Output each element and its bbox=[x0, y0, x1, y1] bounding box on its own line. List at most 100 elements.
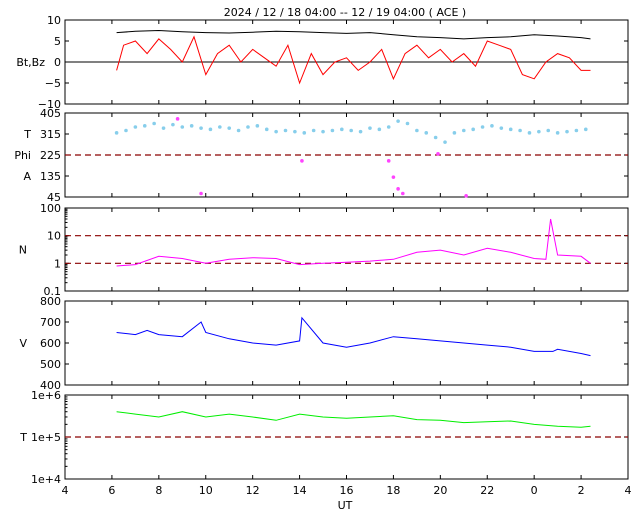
panel-2-theta-point bbox=[480, 125, 485, 129]
panel-4-y-tick-label: 400 bbox=[40, 379, 61, 392]
x-tick-label: 10 bbox=[199, 484, 213, 497]
panel-2-theta-point bbox=[471, 127, 475, 132]
panel-2-theta-point bbox=[443, 140, 447, 144]
panel-5-y-tick-label: 1e+6 bbox=[31, 389, 61, 402]
panel-2-phi-point bbox=[401, 191, 405, 196]
panel-2-theta-point bbox=[433, 135, 438, 140]
panel-4-y-tick-label: 600 bbox=[40, 337, 61, 350]
x-tick-label: 20 bbox=[433, 484, 447, 497]
panel-1-bt-line bbox=[116, 29, 591, 40]
panel-2-phi-point bbox=[396, 187, 400, 191]
panel-2-theta-point bbox=[527, 131, 532, 135]
panel-2-theta-point bbox=[415, 128, 419, 133]
panel-2-theta-point bbox=[461, 128, 466, 133]
panel-4-y-tick-label: 500 bbox=[40, 358, 61, 371]
x-tick-label: 22 bbox=[480, 484, 494, 497]
panel-2-theta-point bbox=[236, 128, 241, 133]
panel-1-y-tick-label: 0 bbox=[54, 56, 61, 69]
chart-title: 2024 / 12 / 18 04:00 -- 12 / 19 04:00 ( … bbox=[224, 6, 466, 19]
x-tick-label: 16 bbox=[340, 484, 354, 497]
panel-2-theta-point bbox=[218, 125, 222, 129]
panel-3-y-tick-label: 10 bbox=[47, 230, 61, 243]
chart-panels: −10 −5 0 5 10 Bt,Bz 45 135 225 315 405 T Phi A 0.1 1 10 1… bbox=[14, 14, 631, 497]
panel-2-theta-point bbox=[340, 127, 344, 132]
panel-2-theta-point bbox=[264, 127, 269, 132]
panel-2-y-tick-label: 405 bbox=[40, 107, 61, 120]
panel-3-y-tick-label: 0.1 bbox=[44, 285, 62, 298]
panel-2-theta-point bbox=[161, 126, 166, 130]
panel-2-theta-point bbox=[171, 122, 175, 127]
panel-2-phi-point bbox=[436, 152, 440, 156]
panel-2-theta-point bbox=[405, 121, 410, 126]
x-tick-label: 8 bbox=[155, 484, 162, 497]
panel-2-y-label: A bbox=[23, 170, 31, 183]
panel-1-y-label: Bt,Bz bbox=[16, 56, 45, 69]
panel-2-phi-point bbox=[300, 159, 304, 163]
panel-3-y-label: N bbox=[19, 244, 27, 257]
panel-2-theta-point bbox=[490, 124, 494, 128]
panel-1-y-tick-label: 5 bbox=[54, 35, 61, 48]
x-tick-label: 12 bbox=[246, 484, 260, 497]
panel-2-phi-point bbox=[199, 191, 203, 196]
x-tick-label: 18 bbox=[386, 484, 400, 497]
panel-2-theta-point bbox=[565, 129, 569, 134]
panel-2-theta-point bbox=[368, 126, 372, 130]
x-tick-label: 14 bbox=[293, 484, 307, 497]
panel-2-theta-point bbox=[396, 119, 400, 123]
x-tick-label: 4 bbox=[625, 484, 632, 497]
x-tick-label: 0 bbox=[531, 484, 538, 497]
panel-2-y-tick-label: 225 bbox=[40, 149, 61, 162]
panel-2-theta-point bbox=[330, 128, 335, 133]
panel-2-theta-point bbox=[508, 127, 513, 132]
panel-2-theta-point bbox=[424, 131, 429, 135]
panel-4-y-tick-label: 800 bbox=[40, 295, 61, 308]
panel-2-theta-point bbox=[142, 124, 147, 128]
panel-3-frame bbox=[64, 207, 629, 292]
panel-2-phi-point bbox=[175, 117, 180, 121]
x-tick-label: 4 bbox=[62, 484, 69, 497]
panel-2-theta-point bbox=[311, 128, 316, 133]
panel-2-theta-point bbox=[283, 128, 288, 133]
panel-4-frame bbox=[64, 300, 629, 386]
panel-2-theta-point bbox=[583, 127, 588, 132]
panel-2-theta-point bbox=[452, 131, 457, 135]
panel-2-theta-point bbox=[574, 128, 579, 133]
panel-2-theta-point bbox=[537, 129, 541, 134]
panel-3-y-tick-label: 100 bbox=[40, 202, 61, 215]
panel-2-theta-point bbox=[152, 121, 156, 126]
panel-2-y-tick-label: 45 bbox=[47, 191, 61, 204]
panel-4-y-label: V bbox=[19, 337, 27, 350]
panel-2-theta-point bbox=[386, 125, 391, 129]
panel-2-theta-point bbox=[349, 128, 353, 133]
x-tick-label: 6 bbox=[108, 484, 115, 497]
panel-2-theta-point bbox=[321, 129, 325, 134]
panel-2-y-tick-label: 135 bbox=[40, 170, 61, 183]
panel-1-y-tick-label: −10 bbox=[38, 98, 61, 111]
panel-5-temperature-line bbox=[116, 411, 591, 428]
panel-2-theta-point bbox=[518, 128, 522, 133]
panel-2-theta-point bbox=[133, 125, 138, 129]
panel-2-theta-point bbox=[274, 129, 278, 134]
panel-1-y-tick-label: 10 bbox=[47, 14, 61, 27]
panel-2-y-label: T bbox=[23, 128, 31, 141]
panel-2-theta-point bbox=[255, 124, 260, 128]
panel-2-theta-point bbox=[555, 131, 560, 135]
x-axis-label: UT bbox=[338, 499, 353, 512]
panel-2-theta-point bbox=[208, 127, 213, 132]
panel-2-theta-point bbox=[293, 129, 297, 134]
panel-2-y-label: Phi bbox=[14, 149, 31, 162]
panel-2-phi-point bbox=[464, 194, 468, 198]
panel-2-theta-point bbox=[377, 127, 382, 132]
panel-2-theta-point bbox=[546, 128, 551, 133]
panel-2-theta-point bbox=[358, 129, 363, 134]
panel-2-theta-point bbox=[189, 124, 194, 128]
panel-4-speed-line bbox=[116, 316, 591, 357]
panel-4-y-tick-label: 700 bbox=[40, 316, 61, 329]
x-tick-label: 2 bbox=[578, 484, 585, 497]
panel-1-bz-line bbox=[116, 35, 591, 85]
panel-5-y-label: T bbox=[19, 431, 27, 444]
panel-2-theta-point bbox=[199, 126, 203, 130]
panel-5-y-tick-label: 1e+4 bbox=[31, 473, 61, 486]
panel-2-theta-point bbox=[124, 128, 128, 133]
